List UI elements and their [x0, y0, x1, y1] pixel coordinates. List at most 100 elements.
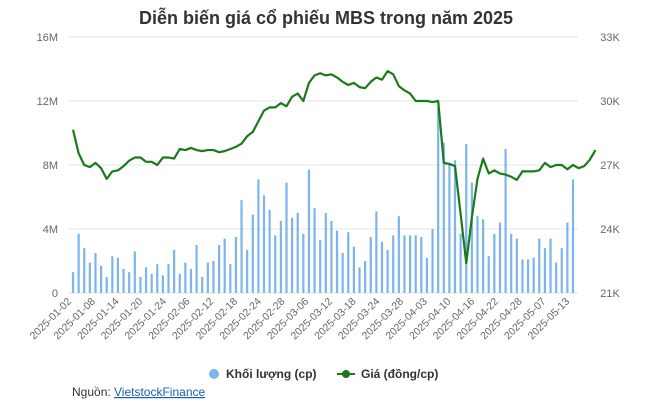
volume-bar[interactable]: [234, 237, 238, 293]
volume-bar[interactable]: [307, 169, 311, 293]
volume-bar[interactable]: [437, 107, 440, 294]
volume-bar[interactable]: [386, 249, 389, 293]
volume-bar[interactable]: [262, 195, 266, 293]
volume-bar[interactable]: [515, 238, 518, 293]
volume-bar[interactable]: [487, 256, 490, 293]
legend: Khối lượng (cp) Giá (đồng/cp): [209, 367, 438, 381]
volume-bar[interactable]: [279, 221, 282, 293]
volume-bar[interactable]: [116, 257, 120, 293]
volume-bar[interactable]: [156, 264, 159, 293]
volume-bar[interactable]: [161, 275, 164, 293]
volume-bar[interactable]: [408, 235, 412, 293]
price-line[interactable]: [71, 70, 597, 265]
volume-bar[interactable]: [560, 248, 563, 293]
volume-bar[interactable]: [504, 149, 507, 293]
volume-bar[interactable]: [425, 257, 429, 293]
volume-bar[interactable]: [442, 142, 445, 293]
volume-bar[interactable]: [217, 245, 221, 293]
volume-bar[interactable]: [335, 230, 339, 293]
volume-bar[interactable]: [465, 144, 468, 293]
source-link[interactable]: VietstockFinance: [114, 385, 205, 399]
volume-bar[interactable]: [453, 160, 457, 293]
volume-bar[interactable]: [380, 241, 384, 293]
volume-bar[interactable]: [83, 248, 86, 293]
volume-bar[interactable]: [111, 256, 114, 293]
volume-bar[interactable]: [521, 259, 524, 293]
volume-bar[interactable]: [122, 269, 125, 293]
volume-bar[interactable]: [99, 265, 103, 293]
volume-bar[interactable]: [549, 238, 552, 293]
volume-bar[interactable]: [128, 272, 131, 293]
volume-bar[interactable]: [167, 264, 170, 293]
volume-bar[interactable]: [240, 200, 243, 293]
volume-bar[interactable]: [526, 259, 530, 293]
volume-bar[interactable]: [330, 221, 333, 293]
volume-bar[interactable]: [313, 208, 316, 293]
volume-bar[interactable]: [571, 179, 575, 293]
volume-bar[interactable]: [268, 209, 271, 293]
volume-bar[interactable]: [493, 233, 496, 293]
volume-bar[interactable]: [133, 251, 136, 293]
volume-bar[interactable]: [510, 233, 513, 293]
volume-bar[interactable]: [403, 235, 406, 293]
y-right-tick-label: 27K: [600, 160, 620, 172]
volume-bar[interactable]: [566, 222, 569, 293]
volume-bar[interactable]: [538, 238, 541, 293]
volume-bar[interactable]: [470, 182, 473, 293]
volume-bar[interactable]: [246, 249, 249, 293]
volume-bar[interactable]: [144, 267, 148, 293]
volume-bar[interactable]: [482, 219, 485, 293]
volume-bar[interactable]: [341, 253, 344, 293]
volume-bar[interactable]: [201, 277, 204, 293]
volume-bar[interactable]: [173, 249, 176, 293]
volume-bar[interactable]: [414, 235, 417, 293]
volume-bar[interactable]: [184, 262, 187, 293]
volume-bar[interactable]: [94, 253, 97, 293]
volume-bar[interactable]: [302, 233, 305, 293]
volume-bar[interactable]: [448, 163, 451, 293]
volume-bar[interactable]: [347, 232, 350, 293]
volume-bar[interactable]: [71, 272, 75, 293]
volume-bar[interactable]: [459, 233, 462, 293]
volume-bar[interactable]: [392, 235, 395, 293]
volume-bar[interactable]: [178, 273, 181, 293]
volume-bar[interactable]: [251, 214, 254, 293]
y-left-tick-label: 12M: [37, 96, 58, 108]
volume-bar[interactable]: [369, 237, 372, 293]
volume-bar[interactable]: [352, 246, 355, 293]
volume-bar[interactable]: [319, 240, 322, 293]
volume-bar[interactable]: [431, 229, 434, 293]
volume-bar[interactable]: [77, 233, 80, 293]
volume-bar[interactable]: [285, 182, 288, 293]
volume-bar[interactable]: [555, 262, 558, 293]
volume-bar[interactable]: [88, 262, 91, 293]
volume-bar[interactable]: [498, 222, 502, 293]
volume-bar[interactable]: [543, 248, 547, 293]
chart-title: Diễn biến giá cổ phiếu MBS trong năm 202…: [139, 7, 513, 28]
volume-bar[interactable]: [397, 216, 400, 293]
volume-bar[interactable]: [139, 277, 142, 293]
volume-bar[interactable]: [212, 261, 215, 293]
y-right-axis: 21K 24K 27K 30K 33K: [600, 32, 620, 300]
volume-bar[interactable]: [375, 211, 378, 293]
volume-bar[interactable]: [189, 269, 193, 293]
volume-bar[interactable]: [257, 179, 260, 293]
volume-bar[interactable]: [291, 217, 294, 293]
volume-bar[interactable]: [223, 238, 226, 293]
source-label: Nguồn:: [72, 385, 111, 399]
volume-bar[interactable]: [229, 264, 232, 293]
volume-bar[interactable]: [476, 216, 479, 293]
volume-bar[interactable]: [206, 262, 209, 293]
volume-bar[interactable]: [358, 267, 361, 293]
legend-item-price[interactable]: Giá (đồng/cp): [337, 367, 438, 381]
legend-item-volume[interactable]: Khối lượng (cp): [209, 367, 317, 381]
volume-bar[interactable]: [105, 277, 108, 293]
volume-bar[interactable]: [296, 213, 299, 293]
volume-bar[interactable]: [420, 237, 423, 293]
volume-bar[interactable]: [195, 245, 198, 293]
volume-bar[interactable]: [532, 257, 535, 293]
volume-bar[interactable]: [324, 213, 327, 293]
volume-bar[interactable]: [150, 273, 153, 293]
volume-bar[interactable]: [364, 261, 367, 293]
volume-bar[interactable]: [274, 235, 277, 293]
